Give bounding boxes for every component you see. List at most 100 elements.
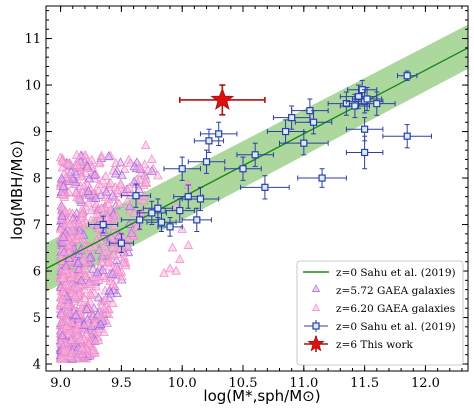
gaea-572-point xyxy=(93,292,104,302)
legend-label-thiswork: z=6 This work xyxy=(336,339,414,351)
sahu-marker xyxy=(202,158,211,166)
gaea-620-point xyxy=(72,159,82,169)
legend-label-gaea620: z=6.20 GAEA galaxies xyxy=(336,303,455,315)
legend-box xyxy=(296,260,464,366)
gaea-620-point xyxy=(91,281,101,291)
gaea-620-point xyxy=(102,257,113,267)
y-tick-label: 5 xyxy=(33,311,41,326)
gaea-620-point xyxy=(97,203,107,213)
gaea-620-point xyxy=(131,221,142,231)
sahu-marker xyxy=(196,195,205,203)
sahu-marker xyxy=(361,148,369,157)
legend-gaea620-swatch xyxy=(311,303,321,311)
gaea-572-point xyxy=(57,330,67,340)
gaea-620-point xyxy=(61,320,72,330)
gaea-620-point xyxy=(108,226,119,236)
gaea-620-point xyxy=(77,343,87,352)
y-tick-label: 8 xyxy=(33,172,41,187)
gaea-620-point xyxy=(61,236,71,246)
gaea-points-layer xyxy=(55,140,194,363)
sahu-marker xyxy=(215,130,223,138)
gaea-572-point xyxy=(90,192,101,202)
gaea-620-point xyxy=(74,193,85,203)
gaea-620-point xyxy=(72,282,82,292)
gaea-620-point xyxy=(83,338,94,348)
legend-gaea572-swatch xyxy=(311,284,321,292)
gaea-620-point xyxy=(119,164,130,173)
gaea-620-point xyxy=(96,150,107,160)
gaea-620-point xyxy=(94,158,105,168)
gaea-620-point xyxy=(108,279,118,289)
gaea-620-point xyxy=(99,246,109,256)
gaea-572-point xyxy=(103,151,114,161)
sahu-marker xyxy=(193,216,201,224)
sahu-point xyxy=(224,156,262,181)
legend-star-swatch xyxy=(304,334,328,352)
gaea-620-point xyxy=(77,208,88,218)
gaea-620-point xyxy=(174,254,185,263)
gaea-620-point xyxy=(93,335,104,345)
x-tick-label: 9.0 xyxy=(50,376,71,391)
x-axis-label: log(M*,sph/M⊙) xyxy=(203,387,320,405)
gaea-620-point xyxy=(93,326,103,336)
sahu-point xyxy=(173,184,204,209)
gaea-620-point xyxy=(57,155,67,165)
sahu-point xyxy=(236,142,274,167)
y-tick-label: 9 xyxy=(33,125,41,140)
gaea-620-point xyxy=(92,208,102,218)
sahu-point xyxy=(88,215,119,234)
gaea-572-point xyxy=(71,168,81,178)
sahu-marker xyxy=(373,100,381,108)
sahu-marker xyxy=(261,183,269,191)
gaea-620-point xyxy=(60,279,71,289)
gaea-620-point xyxy=(60,264,71,274)
sahu-marker xyxy=(281,127,290,136)
sahu-marker xyxy=(99,220,107,229)
gaea-572-point xyxy=(124,201,135,211)
sahu-point xyxy=(339,93,370,119)
x-tick-label: 12.0 xyxy=(411,376,440,391)
sahu-marker xyxy=(239,165,247,173)
gaea-620-point xyxy=(140,177,151,187)
gaea-620-point xyxy=(73,319,83,329)
gaea-620-point xyxy=(82,162,93,172)
y-tick-label: 7 xyxy=(33,218,41,233)
gaea-620-point xyxy=(125,157,136,167)
gaea-620-point xyxy=(117,271,127,281)
gaea-620-point xyxy=(82,319,93,328)
gaea-572-point xyxy=(58,231,69,241)
gaea-620-point xyxy=(80,263,91,273)
gaea-572-point xyxy=(95,318,106,328)
gaea-620-point xyxy=(67,225,77,235)
x-tick-label: 11.0 xyxy=(289,376,318,391)
gaea-572-point xyxy=(76,275,87,285)
gaea-620-point xyxy=(66,334,77,344)
gaea-620-point xyxy=(107,242,118,252)
gaea-620-point xyxy=(78,255,88,265)
sahu-marker xyxy=(309,118,318,126)
gaea-620-point xyxy=(112,184,123,194)
gaea-572-point xyxy=(107,190,118,200)
gaea-620-point xyxy=(96,311,107,321)
sahu-point xyxy=(163,156,201,181)
gaea-620-point xyxy=(114,198,125,208)
gaea-620-point xyxy=(70,290,80,300)
sahu-point xyxy=(120,183,152,208)
gaea-620-point xyxy=(159,268,169,277)
sahu-point xyxy=(358,91,396,116)
gaea-620-point xyxy=(107,232,117,242)
gaea-572-point xyxy=(110,168,121,178)
gaea-620-point xyxy=(63,299,73,309)
this-work-layer xyxy=(178,84,266,116)
sahu-marker xyxy=(363,95,371,103)
sahu-marker xyxy=(132,192,140,200)
x-tick-label: 9.5 xyxy=(111,376,132,391)
gaea-620-point xyxy=(59,346,70,356)
gaea-620-point xyxy=(99,326,109,336)
sahu-marker xyxy=(154,204,162,212)
gaea-620-point xyxy=(76,171,87,181)
gaea-620-point xyxy=(60,206,71,215)
y-tick-label: 4 xyxy=(33,358,41,373)
gaea-620-point xyxy=(89,317,100,327)
